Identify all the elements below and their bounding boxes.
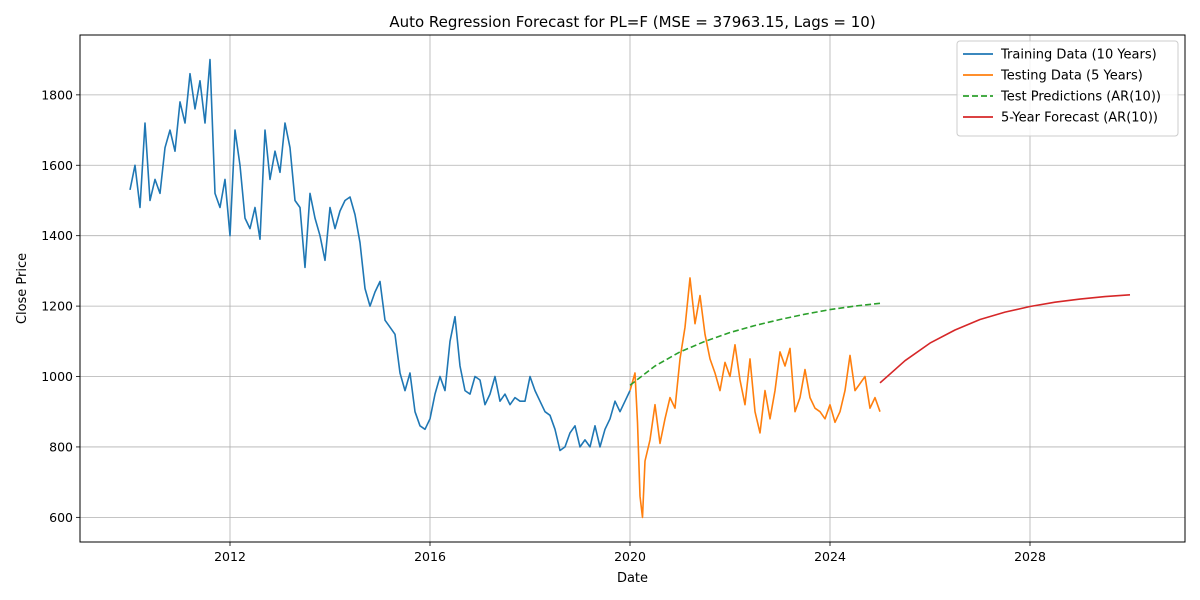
- x-tick-label: 2016: [414, 549, 446, 564]
- y-tick-label: 1200: [41, 299, 73, 314]
- y-tick-label: 1800: [41, 87, 73, 102]
- plot-frame: [79, 34, 1186, 543]
- x-tick-label: 2028: [1014, 549, 1046, 564]
- legend: Training Data (10 Years) Testing Data (5 …: [956, 40, 1179, 137]
- x-tick-label: 2024: [814, 549, 846, 564]
- y-tick-label: 1400: [41, 228, 73, 243]
- legend-label: 5-Year Forecast (AR(10)): [1001, 111, 1158, 126]
- x-tick-label: 2012: [214, 549, 246, 564]
- y-tick-label: 1000: [41, 369, 73, 384]
- y-tick-label: 800: [49, 439, 73, 454]
- series-line-1: [629, 277, 881, 519]
- legend-label: Test Predictions (AR(10)): [1000, 90, 1161, 105]
- x-axis: 2012 2016 2020 2024 2028: [214, 542, 1046, 564]
- x-tick-label: 2020: [614, 549, 646, 564]
- legend-box: [956, 40, 1179, 137]
- series-line-3: [879, 294, 1131, 384]
- legend-label: Training Data (10 Years): [1000, 48, 1157, 63]
- series-layer: [129, 58, 1131, 519]
- series-line-2: [629, 302, 881, 386]
- x-axis-title: Date: [617, 571, 648, 586]
- y-axis: 600 800 1000 1200 1400 1600 1800: [41, 87, 80, 525]
- y-tick-label: 1600: [41, 158, 73, 173]
- y-tick-label: 600: [49, 510, 73, 525]
- legend-label: Testing Data (5 Years): [1000, 69, 1143, 84]
- y-axis-title: Close Price: [15, 253, 30, 324]
- series-line-0: [129, 58, 631, 452]
- chart-title: Auto Regression Forecast for PL=F (MSE =…: [389, 13, 875, 31]
